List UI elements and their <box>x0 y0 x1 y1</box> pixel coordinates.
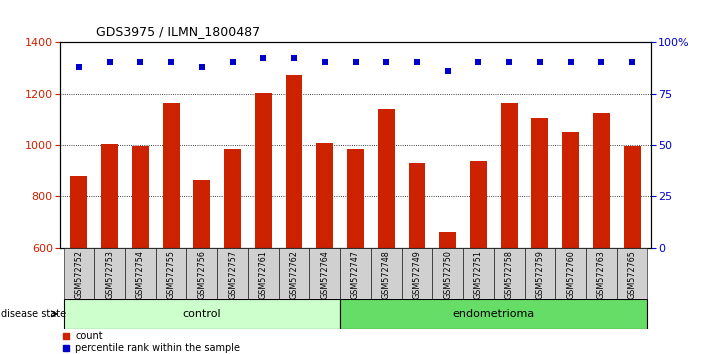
Bar <box>186 248 217 299</box>
Text: GSM572764: GSM572764 <box>320 250 329 299</box>
Bar <box>255 92 272 248</box>
Text: endometrioma: endometrioma <box>453 309 535 319</box>
Point <box>257 55 269 61</box>
Bar <box>463 248 494 299</box>
Text: disease state: disease state <box>1 309 67 319</box>
Point <box>104 60 115 65</box>
Text: GDS3975 / ILMN_1800487: GDS3975 / ILMN_1800487 <box>96 25 260 38</box>
Bar <box>432 248 463 299</box>
Text: GSM572751: GSM572751 <box>474 250 483 299</box>
Text: GSM572762: GSM572762 <box>289 250 299 299</box>
Point <box>289 55 300 61</box>
Bar <box>279 248 309 299</box>
Bar <box>555 248 586 299</box>
Text: control: control <box>183 309 221 319</box>
Bar <box>586 248 616 299</box>
Bar <box>316 143 333 248</box>
Bar <box>616 248 648 299</box>
Point <box>73 64 85 69</box>
Bar <box>624 147 641 248</box>
Bar <box>309 248 340 299</box>
Bar <box>470 161 487 248</box>
Text: GSM572757: GSM572757 <box>228 250 237 299</box>
Text: GSM572750: GSM572750 <box>443 250 452 299</box>
Point <box>350 60 361 65</box>
Text: GSM572758: GSM572758 <box>505 250 513 299</box>
Bar <box>347 149 364 248</box>
Point <box>626 60 638 65</box>
Bar <box>193 180 210 248</box>
Point <box>411 60 422 65</box>
Bar <box>439 233 456 248</box>
Text: GSM572765: GSM572765 <box>628 250 636 299</box>
Bar <box>63 299 340 329</box>
Text: GSM572755: GSM572755 <box>166 250 176 299</box>
Text: GSM572748: GSM572748 <box>382 250 391 299</box>
Bar <box>248 248 279 299</box>
Bar <box>340 248 371 299</box>
Point <box>166 60 177 65</box>
Bar <box>217 248 248 299</box>
Text: GSM572753: GSM572753 <box>105 250 114 299</box>
Point <box>534 60 545 65</box>
Text: GSM572754: GSM572754 <box>136 250 145 299</box>
Point <box>380 60 392 65</box>
Text: GSM572759: GSM572759 <box>535 250 545 299</box>
Text: count: count <box>75 331 103 341</box>
Point <box>596 60 607 65</box>
Point <box>473 60 484 65</box>
Text: percentile rank within the sample: percentile rank within the sample <box>75 343 240 353</box>
Bar <box>501 103 518 248</box>
Text: GSM572761: GSM572761 <box>259 250 268 299</box>
Bar <box>340 299 648 329</box>
Bar <box>70 176 87 248</box>
Bar <box>101 144 118 248</box>
Point <box>134 60 146 65</box>
Bar <box>562 132 579 248</box>
Bar <box>125 248 156 299</box>
Bar <box>163 103 180 248</box>
Text: GSM572756: GSM572756 <box>198 250 206 299</box>
Bar <box>409 163 425 248</box>
Bar <box>378 109 395 248</box>
Bar <box>224 149 241 248</box>
Text: GSM572752: GSM572752 <box>75 250 83 299</box>
Text: GSM572763: GSM572763 <box>597 250 606 299</box>
Point <box>196 64 208 69</box>
Bar <box>531 118 548 248</box>
Point <box>227 60 238 65</box>
Point <box>565 60 577 65</box>
Bar <box>132 147 149 248</box>
Bar <box>593 113 610 248</box>
Point <box>319 60 331 65</box>
Text: GSM572747: GSM572747 <box>351 250 360 299</box>
Text: GSM572760: GSM572760 <box>566 250 575 299</box>
Bar <box>494 248 525 299</box>
Text: GSM572749: GSM572749 <box>412 250 422 299</box>
Bar <box>95 248 125 299</box>
Bar <box>156 248 186 299</box>
Bar <box>525 248 555 299</box>
Point <box>442 68 454 74</box>
Bar <box>402 248 432 299</box>
Point <box>503 60 515 65</box>
Bar <box>63 248 95 299</box>
Bar <box>286 75 302 248</box>
Bar <box>371 248 402 299</box>
